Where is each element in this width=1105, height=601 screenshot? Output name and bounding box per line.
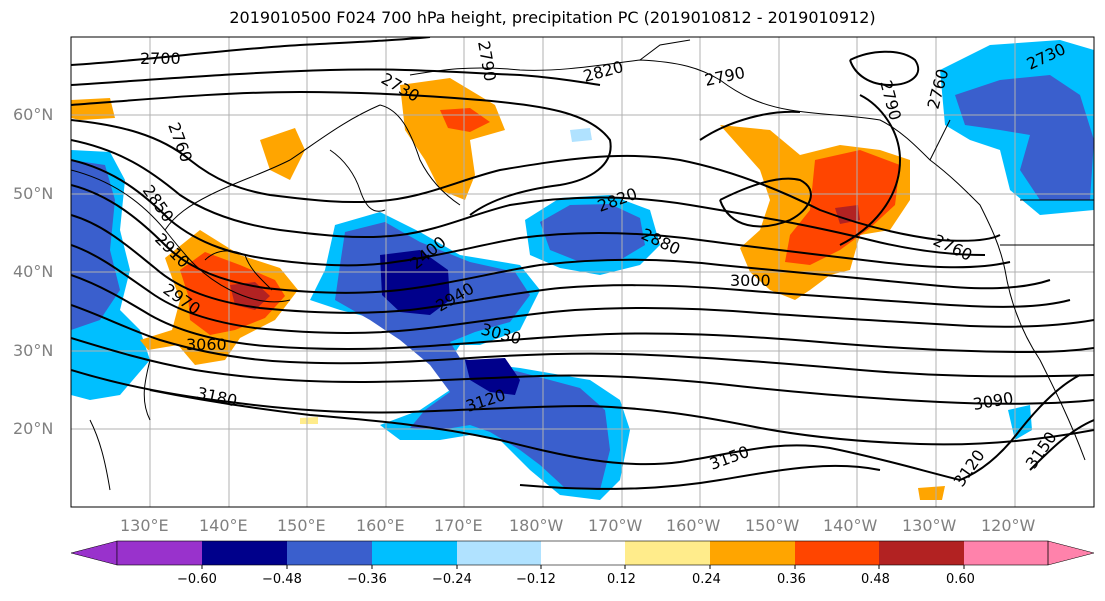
shade-small-orange [918, 486, 945, 500]
colorbar-segment [710, 541, 795, 565]
contour-label: 3060 [186, 335, 227, 354]
colorbar-extend-low [70, 540, 118, 566]
colorbar-tick-label: 0.24 [692, 572, 721, 587]
colorbar-segment [879, 541, 964, 565]
latitude-label: 60°N [13, 105, 54, 124]
longitude-label: 150°W [745, 516, 800, 535]
longitude-label: 140°W [823, 516, 878, 535]
longitude-label: 130°E [120, 516, 169, 535]
colorbar-segment [372, 541, 457, 565]
shade-central-pacific-dark [380, 250, 450, 315]
coastlines [71, 39, 1094, 491]
longitude-label: 170°W [588, 516, 643, 535]
longitude-label: 170°E [434, 516, 483, 535]
longitude-label: 160°E [356, 516, 405, 535]
colorbar-segment [202, 541, 287, 565]
colorbar-segment [964, 541, 1048, 565]
latitude-label: 30°N [13, 341, 54, 360]
shade-alaska-dark [835, 205, 860, 224]
colorbar-tick-label: −0.24 [432, 572, 472, 587]
longitude-label: 150°E [277, 516, 326, 535]
contour-label: 2700 [140, 49, 181, 68]
colorbar-tick-label: −0.60 [177, 572, 217, 587]
positive-precip-anomaly [71, 78, 945, 500]
colorbar [70, 540, 1095, 569]
latitude-label: 50°N [13, 184, 54, 203]
colorbar-tick-label: −0.12 [516, 572, 556, 587]
map-frame [70, 36, 1095, 508]
colorbar-tick-label: −0.48 [262, 572, 302, 587]
colorbar-tick-label: 0.60 [946, 572, 975, 587]
colorbar-segment [117, 541, 202, 565]
map-title: 2019010500 F024 700 hPa height, precipit… [229, 8, 876, 27]
graticule [71, 37, 1094, 507]
shade-kamchatka-red [440, 108, 490, 132]
colorbar-tick-label: 0.36 [777, 572, 806, 587]
longitude-label: 160°W [666, 516, 721, 535]
shade-small-blue-1 [1008, 405, 1032, 440]
colorbar-segment [287, 541, 372, 565]
colorbar-segment [795, 541, 879, 565]
shade-kamchatka-orange [400, 78, 505, 200]
shade-siberia-orange [260, 128, 305, 180]
longitude-label: 130°W [902, 516, 957, 535]
latitude-label: 40°N [13, 262, 54, 281]
colorbar-tick-label: 0.48 [861, 572, 890, 587]
contour-label: 3000 [730, 271, 771, 290]
shade-central-pacific-dark-south [465, 358, 520, 395]
colorbar-segment [457, 541, 541, 565]
latitude-label: 20°N [13, 419, 54, 438]
longitude-label: 140°E [199, 516, 248, 535]
colorbar-tick-label: 0.12 [607, 572, 636, 587]
longitude-label: 180°W [509, 516, 564, 535]
colorbar-extend-high [1047, 540, 1095, 566]
shade-small-yellow [300, 417, 318, 424]
shade-small-blue-2 [570, 128, 592, 142]
shade-japan-dark [230, 282, 270, 310]
plot-area: 2700 2730 2790 2820 2790 2730 2760 2760 … [71, 37, 1094, 507]
shade-canada-mid [955, 75, 1094, 200]
colorbar-tick-label: −0.36 [347, 572, 387, 587]
colorbar-frame [116, 540, 1049, 566]
shade-west-pacific-mid [71, 160, 120, 330]
height-contours [71, 37, 1094, 490]
colorbar-segment [625, 541, 710, 565]
colorbar-segment [541, 541, 625, 565]
longitude-label: 120°W [981, 516, 1036, 535]
